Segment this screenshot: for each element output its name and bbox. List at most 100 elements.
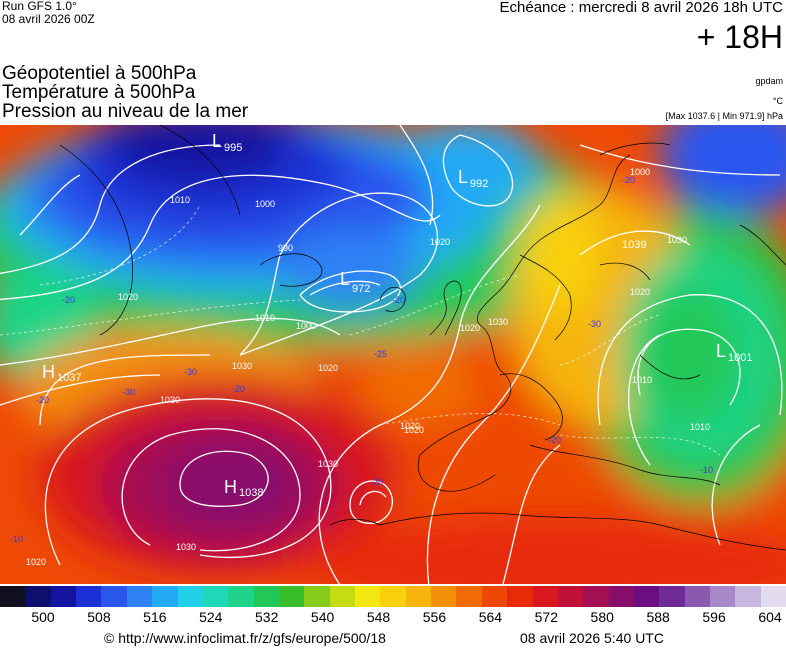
scale-label: 556 — [422, 609, 447, 625]
scale-swatch — [76, 586, 102, 607]
scale-swatch — [202, 586, 229, 607]
temperature-label: -20 — [232, 384, 245, 394]
temperature-label: -20 — [548, 435, 561, 445]
isobar-label: 1020 — [26, 557, 46, 567]
scale-swatch — [532, 586, 558, 607]
scale-swatch — [304, 586, 330, 607]
scale-label: 508 — [87, 609, 111, 625]
scale-swatch — [710, 586, 736, 607]
isotherms — [0, 204, 721, 456]
isobar-label: 1030 — [176, 542, 196, 552]
isobar-label: 1020 — [430, 237, 450, 247]
isobar-label: 1000 — [630, 167, 650, 177]
isobar-label: 1030 — [160, 395, 180, 405]
temperature-label: -20 — [622, 175, 635, 185]
low-value: 1001 — [728, 352, 752, 364]
scale-swatch — [50, 586, 77, 607]
scale-label: 548 — [366, 609, 391, 625]
temperature-label: -25 — [374, 349, 387, 359]
low-marker: L — [340, 269, 350, 289]
lead-time: + 18H — [696, 19, 783, 55]
isobar-label: 1000 — [255, 199, 275, 209]
scale-swatch — [355, 586, 381, 607]
coastlines — [59, 125, 786, 551]
isobars — [0, 125, 783, 584]
isobar-label: 1010 — [255, 313, 275, 323]
source-url[interactable]: © http://www.infoclimat.fr/z/gfs/europe/… — [104, 630, 386, 646]
scale-swatch — [0, 586, 26, 607]
high-value: 1037 — [57, 372, 81, 384]
low-value: 992 — [470, 178, 488, 190]
high-value: 1038 — [239, 487, 263, 499]
isobar-label: 1030 — [318, 459, 338, 469]
isobar-label: 1020 — [400, 421, 420, 431]
scale-label: 532 — [255, 609, 279, 625]
scale-swatch — [253, 586, 279, 607]
run-label: Run GFS 1.0° — [2, 0, 77, 13]
scale-swatch — [278, 586, 305, 607]
isobar-label: 1020 — [460, 323, 480, 333]
unit-geopotential: gpdam — [755, 76, 783, 86]
temperature-label: -10 — [700, 465, 713, 475]
temperature-label: -10 — [10, 534, 23, 544]
scale-label: 540 — [310, 609, 335, 625]
isobar-labels: 1010 1000 990 1020 1010 1000 1020 1030 1… — [26, 167, 710, 567]
scale-label: 572 — [534, 609, 558, 625]
low-marker: L — [716, 341, 726, 361]
run-date: 08 avril 2026 00Z — [2, 12, 95, 26]
isobar-label: 1020 — [118, 292, 138, 302]
scale-swatch — [583, 586, 609, 607]
scale-label: 564 — [478, 609, 503, 625]
low-marker: L — [212, 131, 222, 151]
temperature-label: -20 — [370, 477, 383, 487]
low-value: 1039 — [622, 239, 646, 251]
scale-swatch — [633, 586, 660, 607]
scale-label: 516 — [143, 609, 167, 625]
isobar-label: 1000 — [296, 321, 316, 331]
scale-swatch — [177, 586, 203, 607]
scale-swatch — [557, 586, 584, 607]
scale-swatch — [329, 586, 356, 607]
isobar-label: 990 — [278, 243, 293, 253]
title-geopotential: Géopotentiel à 500hPa — [2, 63, 197, 84]
scale-swatch — [152, 586, 178, 607]
scale-label: 500 — [31, 609, 55, 625]
pressure-range: [Max 1037.6 | Min 971.9] hPa — [665, 111, 783, 121]
weather-map: L 995 L 992 L 972 1039 L 1001 H 1037 H 1… — [0, 125, 786, 584]
temperature-label: -30 — [184, 367, 197, 377]
scale-label: 596 — [702, 609, 726, 625]
scale-label: 524 — [199, 609, 223, 625]
scale-swatch — [507, 586, 533, 607]
scale-swatch — [25, 586, 51, 607]
generated-timestamp: 08 avril 2026 5:40 UTC — [520, 630, 664, 646]
scale-swatch — [481, 586, 508, 607]
scale-swatch — [735, 586, 761, 607]
scale-swatch — [228, 586, 254, 607]
scale-swatch — [431, 586, 457, 607]
temperature-label: -30 — [588, 319, 601, 329]
scale-swatch — [760, 586, 786, 607]
scale-label: 588 — [646, 609, 670, 625]
valid-time: Echéance : mercredi 8 avril 2026 18h UTC — [499, 0, 783, 16]
isobar-label: 1010 — [632, 375, 652, 385]
isobar-label: 1030 — [667, 235, 687, 245]
temperature-label: -30 — [122, 387, 135, 397]
temperature-label: -20 — [36, 395, 49, 405]
isobar-label: 1020 — [404, 425, 424, 435]
isobar-label: 1010 — [170, 195, 190, 205]
high-marker: H — [42, 362, 55, 382]
temperature-label: -20 — [62, 295, 75, 305]
temperature-label: -20 — [392, 295, 405, 305]
isobar-label: 1020 — [318, 363, 338, 373]
geopotential-field — [0, 125, 786, 584]
scale-label: 604 — [758, 609, 782, 625]
high-marker: H — [224, 477, 237, 497]
color-scale-bar — [0, 586, 786, 607]
isobar-label: 1010 — [690, 422, 710, 432]
low-value: 995 — [224, 142, 242, 154]
low-value: 972 — [352, 283, 370, 295]
scale-swatch — [456, 586, 482, 607]
scale-swatch — [684, 586, 711, 607]
scale-swatch — [659, 586, 685, 607]
scale-swatch — [608, 586, 634, 607]
